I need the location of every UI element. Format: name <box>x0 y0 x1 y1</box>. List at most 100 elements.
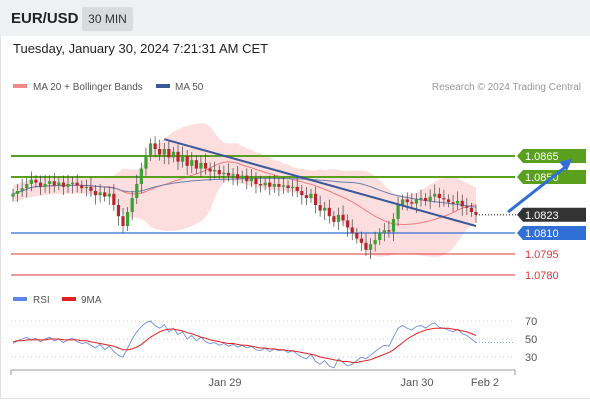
interval-button[interactable]: 30 MIN <box>82 7 133 31</box>
candle <box>286 185 290 189</box>
candle <box>423 198 428 201</box>
candle <box>451 202 455 204</box>
projection-arrow-head <box>559 158 573 172</box>
candle <box>465 206 469 208</box>
rsi-series-rsi <box>12 320 477 369</box>
candle <box>442 198 446 200</box>
candle <box>469 207 474 212</box>
candle <box>277 184 281 187</box>
level-label-1.0810: 1.0810 <box>525 228 559 240</box>
candle <box>428 196 432 201</box>
candle <box>25 184 29 189</box>
candle <box>405 199 409 203</box>
candle <box>249 178 253 182</box>
candle <box>222 172 226 175</box>
legend-ma50-label: MA 50 <box>175 82 204 93</box>
candle <box>327 207 331 217</box>
level-box-1.0865 <box>517 149 586 163</box>
legend-rsi-label: RSI <box>33 295 50 306</box>
rsi-plot: 70 50 30 <box>11 316 537 369</box>
candle <box>272 184 276 187</box>
candle <box>332 216 336 222</box>
candle <box>185 156 189 166</box>
credit-text: Research © 2024 Trading Central <box>432 82 581 93</box>
candle <box>107 193 111 197</box>
candle <box>121 216 125 226</box>
candle <box>263 182 267 186</box>
candle <box>240 175 244 179</box>
chart-frame <box>0 36 590 399</box>
trendline <box>164 138 477 227</box>
candle <box>460 200 464 207</box>
candle <box>11 193 15 197</box>
level-box-1.0823 <box>517 207 586 222</box>
candle <box>217 170 221 175</box>
candle <box>313 193 318 205</box>
rsi-series-9ma <box>12 327 477 363</box>
candle <box>139 168 143 184</box>
x-tick-jan30: Jan 30 <box>400 377 433 389</box>
candle <box>38 182 43 187</box>
projection-arrow-line <box>507 163 570 214</box>
candle <box>336 214 341 222</box>
candle <box>52 181 56 186</box>
candle <box>414 199 419 204</box>
candle <box>474 212 478 215</box>
candle <box>419 198 423 200</box>
candle <box>437 193 441 198</box>
candle <box>203 163 208 169</box>
candle <box>43 184 47 187</box>
candle <box>268 182 272 187</box>
legend-9ma-label: 9MA <box>81 295 102 306</box>
candle <box>341 214 345 221</box>
chart-datetime: Tuesday, January 30, 2024 7:21:31 AM CET <box>13 41 269 56</box>
candle <box>245 175 249 182</box>
candle <box>364 242 368 250</box>
level-label-1.0795: 1.0795 <box>525 249 559 261</box>
legend-rsi-swatch <box>13 297 27 301</box>
candle <box>295 186 299 191</box>
x-tick-feb2: Feb 2 <box>471 377 499 389</box>
rsi-tick-30: 30 <box>525 352 537 364</box>
legend-ma20-swatch <box>13 84 27 88</box>
candle <box>84 186 88 189</box>
candle <box>194 160 198 169</box>
candle <box>153 143 157 149</box>
candle <box>171 151 176 158</box>
candle <box>126 212 130 226</box>
candle <box>199 163 203 169</box>
candle <box>254 178 258 184</box>
candle <box>236 174 240 179</box>
price-plot: 1.0865 1.0850 1.0823 1.0810 1.0795 1.0780 <box>11 123 586 282</box>
candle <box>116 205 121 217</box>
candle <box>318 205 322 211</box>
candle <box>291 186 295 189</box>
candle <box>167 149 171 158</box>
candle <box>323 207 327 211</box>
candle <box>98 192 102 196</box>
candle <box>48 181 52 184</box>
candle <box>387 230 391 232</box>
candle <box>401 199 405 205</box>
bollinger-band <box>13 123 476 258</box>
candle <box>346 220 350 228</box>
candle <box>378 233 382 240</box>
rsi-tick-70: 70 <box>525 316 537 328</box>
candle <box>281 185 286 187</box>
candle <box>66 184 70 187</box>
candle <box>410 202 414 204</box>
candle <box>304 195 308 198</box>
candle <box>456 200 460 204</box>
candle <box>373 240 377 245</box>
candle <box>93 191 98 196</box>
level-label-1.0865: 1.0865 <box>525 151 559 163</box>
candle <box>103 192 107 197</box>
candle <box>130 198 134 212</box>
candle <box>162 149 166 155</box>
candle <box>34 179 38 183</box>
candle <box>20 188 24 191</box>
candle <box>176 151 180 162</box>
candle <box>355 233 359 239</box>
candle <box>144 156 148 169</box>
